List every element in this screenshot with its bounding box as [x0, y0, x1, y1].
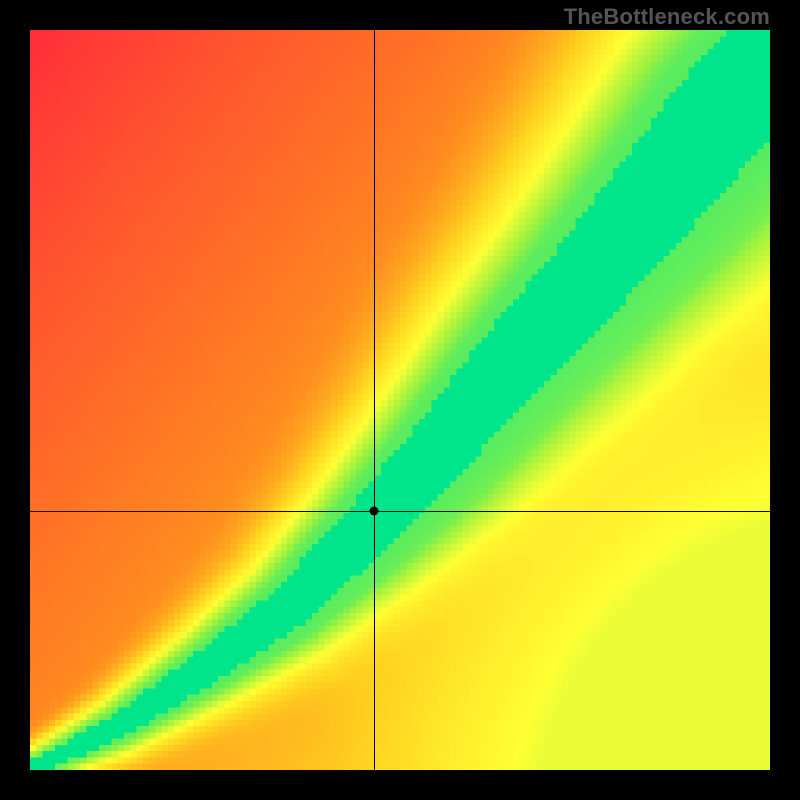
- crosshair-vertical: [374, 30, 375, 770]
- chart-container: TheBottleneck.com: [0, 0, 800, 800]
- marker-dot: [370, 507, 379, 516]
- crosshair-horizontal: [30, 511, 770, 512]
- plot-area: [30, 30, 770, 770]
- watermark-text: TheBottleneck.com: [564, 4, 770, 30]
- heatmap-canvas: [30, 30, 770, 770]
